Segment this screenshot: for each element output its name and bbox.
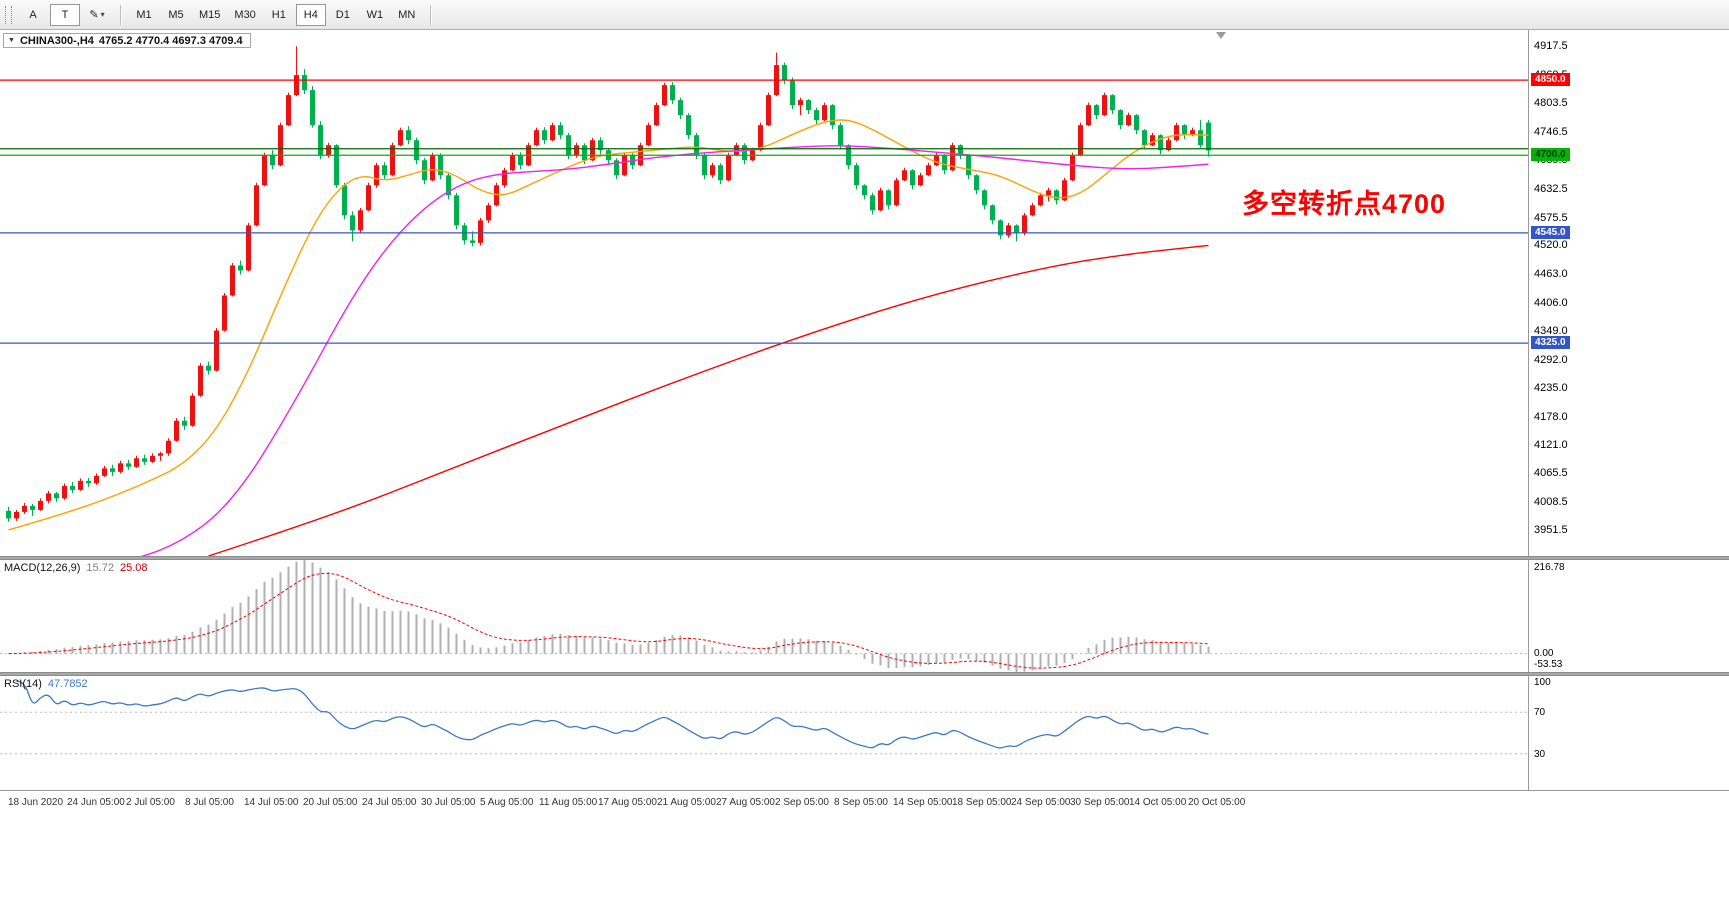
chart-ohlc-header[interactable]: ▼ CHINA300-,H4 4765.2 4770.4 4697.3 4709… xyxy=(3,33,251,48)
time-tick: 17 Aug 05:00 xyxy=(598,797,657,808)
time-tick: 20 Jul 05:00 xyxy=(303,797,358,808)
price-tick: 4235.0 xyxy=(1534,382,1568,395)
timeframe-m15[interactable]: M15 xyxy=(199,8,221,21)
timeframe-m1[interactable]: M1 xyxy=(136,8,152,21)
chevron-down-icon: ▾ xyxy=(100,10,105,19)
price-tick: 4917.5 xyxy=(1534,40,1568,53)
timeframe-group: M1 M5 M15 M30 H1 H4 D1 W1 MN xyxy=(129,3,422,26)
time-tick: 11 Aug 05:00 xyxy=(539,797,598,808)
price-tick: 4065.5 xyxy=(1534,467,1568,480)
main-price-chart[interactable] xyxy=(0,30,1529,556)
timeframe-mn[interactable]: MN xyxy=(398,8,416,21)
price-tick: 4575.5 xyxy=(1534,211,1568,224)
time-tick: 18 Jun 2020 xyxy=(8,797,64,808)
pencil-icon: ✎ xyxy=(89,9,99,21)
ma-mid xyxy=(140,145,1209,556)
moving-averages-layer xyxy=(8,119,1209,556)
toolbar-drag-handle[interactable] xyxy=(5,5,12,24)
price-tick: 4292.0 xyxy=(1534,353,1568,366)
price-tick: 4520.0 xyxy=(1534,239,1568,252)
macd-scale-tick: 0.00 xyxy=(1534,647,1554,659)
timeframe-m30[interactable]: M30 xyxy=(234,8,256,21)
toolbar-separator xyxy=(429,4,431,25)
time-tick: 14 Jul 05:00 xyxy=(244,797,299,808)
price-tick: 4349.0 xyxy=(1534,325,1568,338)
ma-slow xyxy=(208,244,1209,556)
timeframe-w1[interactable]: W1 xyxy=(366,8,384,21)
ma-fast xyxy=(8,119,1209,531)
time-tick: 2 Jul 05:00 xyxy=(126,797,175,808)
time-tick: 8 Jul 05:00 xyxy=(185,797,234,808)
ohlc-values: 4765.2 4770.4 4697.3 4709.4 xyxy=(98,34,243,47)
time-tick: 14 Sep 05:00 xyxy=(893,797,953,808)
macd-indicator-label: MACD(12,26,9) 15.72 25.08 xyxy=(4,562,148,574)
rsi-pane[interactable] xyxy=(0,676,1529,790)
price-badge-4545.0: 4545.0 xyxy=(1531,225,1570,239)
time-tick: 30 Jul 05:00 xyxy=(421,797,476,808)
rsi-value: 47.7852 xyxy=(47,678,88,690)
symbol-timeframe-label: CHINA300-,H4 xyxy=(19,34,94,47)
price-tick: 4121.0 xyxy=(1534,439,1568,452)
price-badge-4850.0: 4850.0 xyxy=(1531,73,1570,87)
price-tick: 4178.0 xyxy=(1534,410,1568,423)
timeframe-h1[interactable]: H1 xyxy=(271,8,286,21)
tool-a-button[interactable]: A xyxy=(29,8,37,21)
price-tick: 4803.5 xyxy=(1534,97,1568,110)
time-tick: 18 Sep 05:00 xyxy=(952,797,1012,808)
timeframe-m5[interactable]: M5 xyxy=(168,8,184,21)
price-tick: 4463.0 xyxy=(1534,267,1568,280)
time-axis[interactable]: 18 Jun 2020 24 Jun 05:00 2 Jul 05:00 8 Jul … xyxy=(0,790,1729,817)
time-tick: 27 Aug 05:00 xyxy=(716,797,775,808)
macd-signal-line xyxy=(8,572,1209,669)
price-badge-4700.0: 4700.0 xyxy=(1531,148,1570,162)
price-axis-separator xyxy=(1528,30,1529,790)
price-tick: 3951.5 xyxy=(1534,524,1568,537)
price-tick: 4008.5 xyxy=(1534,495,1568,508)
price-tick: 4406.0 xyxy=(1534,296,1568,309)
macd-main-value: 15.72 xyxy=(86,562,114,574)
time-tick: 8 Sep 05:00 xyxy=(834,797,888,808)
macd-scale-tick: 216.78 xyxy=(1534,562,1565,573)
timeframe-d1[interactable]: D1 xyxy=(335,8,350,21)
chart-shift-marker xyxy=(1216,32,1226,39)
time-tick: 24 Sep 05:00 xyxy=(1011,797,1071,808)
toolbar: A T ✎ ▾ M1 M5 M15 M30 H1 H4 D1 W1 MN xyxy=(0,0,1729,30)
time-tick: 21 Aug 05:00 xyxy=(657,797,716,808)
horizontal-lines-layer xyxy=(0,79,1529,344)
rsi-indicator-label: RSI(14) 47.7852 xyxy=(4,678,88,690)
macd-scale-tick: -53.53 xyxy=(1534,659,1563,670)
macd-pane[interactable] xyxy=(0,560,1529,672)
time-tick: 14 Oct 05:00 xyxy=(1129,797,1187,808)
time-tick: 30 Sep 05:00 xyxy=(1070,797,1130,808)
toolbar-separator xyxy=(120,4,121,25)
text-tool-button[interactable]: T xyxy=(50,3,80,26)
price-axis[interactable]: 4917.54860.54803.54746.54689.54632.54575… xyxy=(1529,0,1729,899)
time-tick: 5 Aug 05:00 xyxy=(480,797,534,808)
pane-splitter[interactable] xyxy=(0,556,1729,560)
time-tick: 24 Jun 05:00 xyxy=(67,797,125,808)
time-tick: 20 Oct 05:00 xyxy=(1188,797,1246,808)
rsi-scale-tick: 70 xyxy=(1534,707,1546,719)
price-badge-4325.0: 4325.0 xyxy=(1531,336,1570,350)
macd-signal-value: 25.08 xyxy=(119,562,148,574)
time-tick: 24 Jul 05:00 xyxy=(362,797,417,808)
draw-tool-button[interactable]: ✎ ▾ xyxy=(82,4,112,26)
rsi-scale-tick: 30 xyxy=(1534,748,1546,760)
price-tick: 4632.5 xyxy=(1534,183,1568,196)
rsi-scale-tick: 100 xyxy=(1534,677,1551,688)
price-tick: 4746.5 xyxy=(1534,125,1568,138)
macd-histogram xyxy=(15,560,1210,672)
timeframe-h4[interactable]: H4 xyxy=(295,3,326,26)
rsi-line xyxy=(16,680,1209,749)
time-tick: 2 Sep 05:00 xyxy=(775,797,829,808)
collapse-triangle-icon[interactable]: ▼ xyxy=(8,37,15,44)
candles-layer xyxy=(6,46,1211,522)
pane-splitter[interactable] xyxy=(0,672,1729,676)
chart-text-annotation: 多空转折点4700 xyxy=(1242,189,1447,219)
